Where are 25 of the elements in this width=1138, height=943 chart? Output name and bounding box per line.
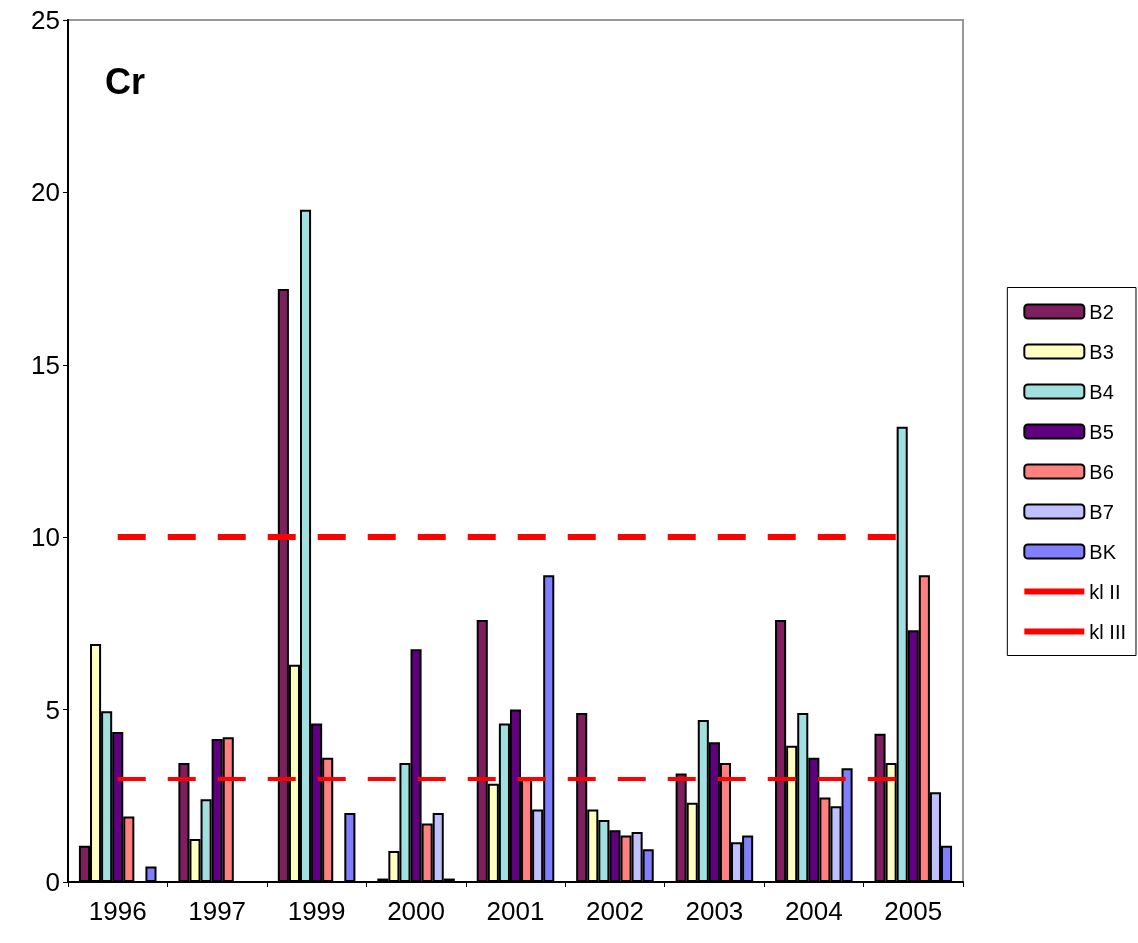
x-tick-label: 2000 [387,896,445,926]
x-tick-label: 1996 [88,896,147,926]
legend-label: B7 [1089,500,1114,523]
y-tick-label: 0 [45,867,60,897]
text: Cr [105,60,146,102]
y-tick-label: 15 [31,349,60,380]
y-tick-label: 20 [31,177,60,208]
legend-label: B5 [1089,420,1114,443]
legend-label: B3 [1089,340,1114,363]
legend-label: kl II [1089,580,1121,603]
legend-label: BK [1089,540,1117,563]
x-tick-label: 1997 [188,896,247,926]
y-tick-label: 10 [31,522,60,553]
legend-label: B2 [1089,300,1114,323]
y-tick-label: 5 [45,694,60,725]
x-tick-label: 1999 [287,896,346,926]
x-tick-label: 2005 [884,896,943,926]
x-tick-label: 2001 [486,896,545,926]
legend-label: B6 [1089,460,1114,483]
x-tick-label: 2002 [586,896,644,926]
y-tick-label: 25 [31,5,60,35]
legend-label: kl III [1089,620,1126,643]
x-tick-label: 2004 [784,896,843,926]
legend-label: B4 [1089,380,1114,403]
x-tick-label: 2003 [685,896,744,926]
